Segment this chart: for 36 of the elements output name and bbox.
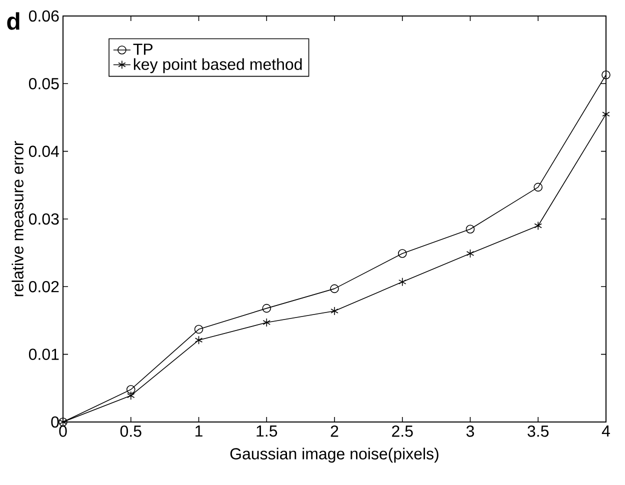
legend-label: key point based method [134, 58, 302, 74]
x-tick-label: 1.5 [256, 426, 278, 437]
y-tick-label: 0 [51, 416, 59, 428]
point [262, 318, 270, 327]
y-tick-label: 0.01 [28, 348, 59, 360]
x-tick-label: 4 [602, 426, 610, 437]
point [194, 324, 204, 334]
point [534, 221, 542, 230]
x-axis-title: Gaussian image noise(pixels) [230, 448, 438, 463]
point [602, 70, 610, 80]
y-tick-label: 0.02 [28, 281, 59, 292]
point [534, 182, 543, 192]
point [194, 336, 203, 345]
x-tick-label: 2.5 [392, 426, 413, 437]
x-tick-label: 0.5 [120, 426, 142, 437]
point [398, 249, 407, 258]
point [466, 249, 474, 258]
legend-label: TP [133, 44, 152, 55]
x-tick-label: 2 [330, 426, 338, 437]
y-tick-label: 0.03 [28, 213, 59, 225]
point [262, 304, 272, 313]
y-tick-label: 0.05 [28, 78, 59, 90]
x-tick-label: 3.5 [528, 426, 549, 437]
y-axis-title: relative measure error [12, 141, 24, 296]
x-tick-label: 1 [196, 426, 202, 437]
point [330, 306, 338, 316]
point [126, 385, 136, 394]
x-tick-label: 3 [466, 426, 474, 437]
point [127, 391, 135, 400]
point [330, 284, 339, 294]
y-tick-label: 0.06 [28, 10, 59, 22]
point [466, 224, 475, 234]
text: d [7, 12, 20, 30]
x-tick-label: 0 [59, 426, 67, 437]
point [398, 278, 406, 286]
y-tick-label: 0.04 [28, 146, 59, 157]
